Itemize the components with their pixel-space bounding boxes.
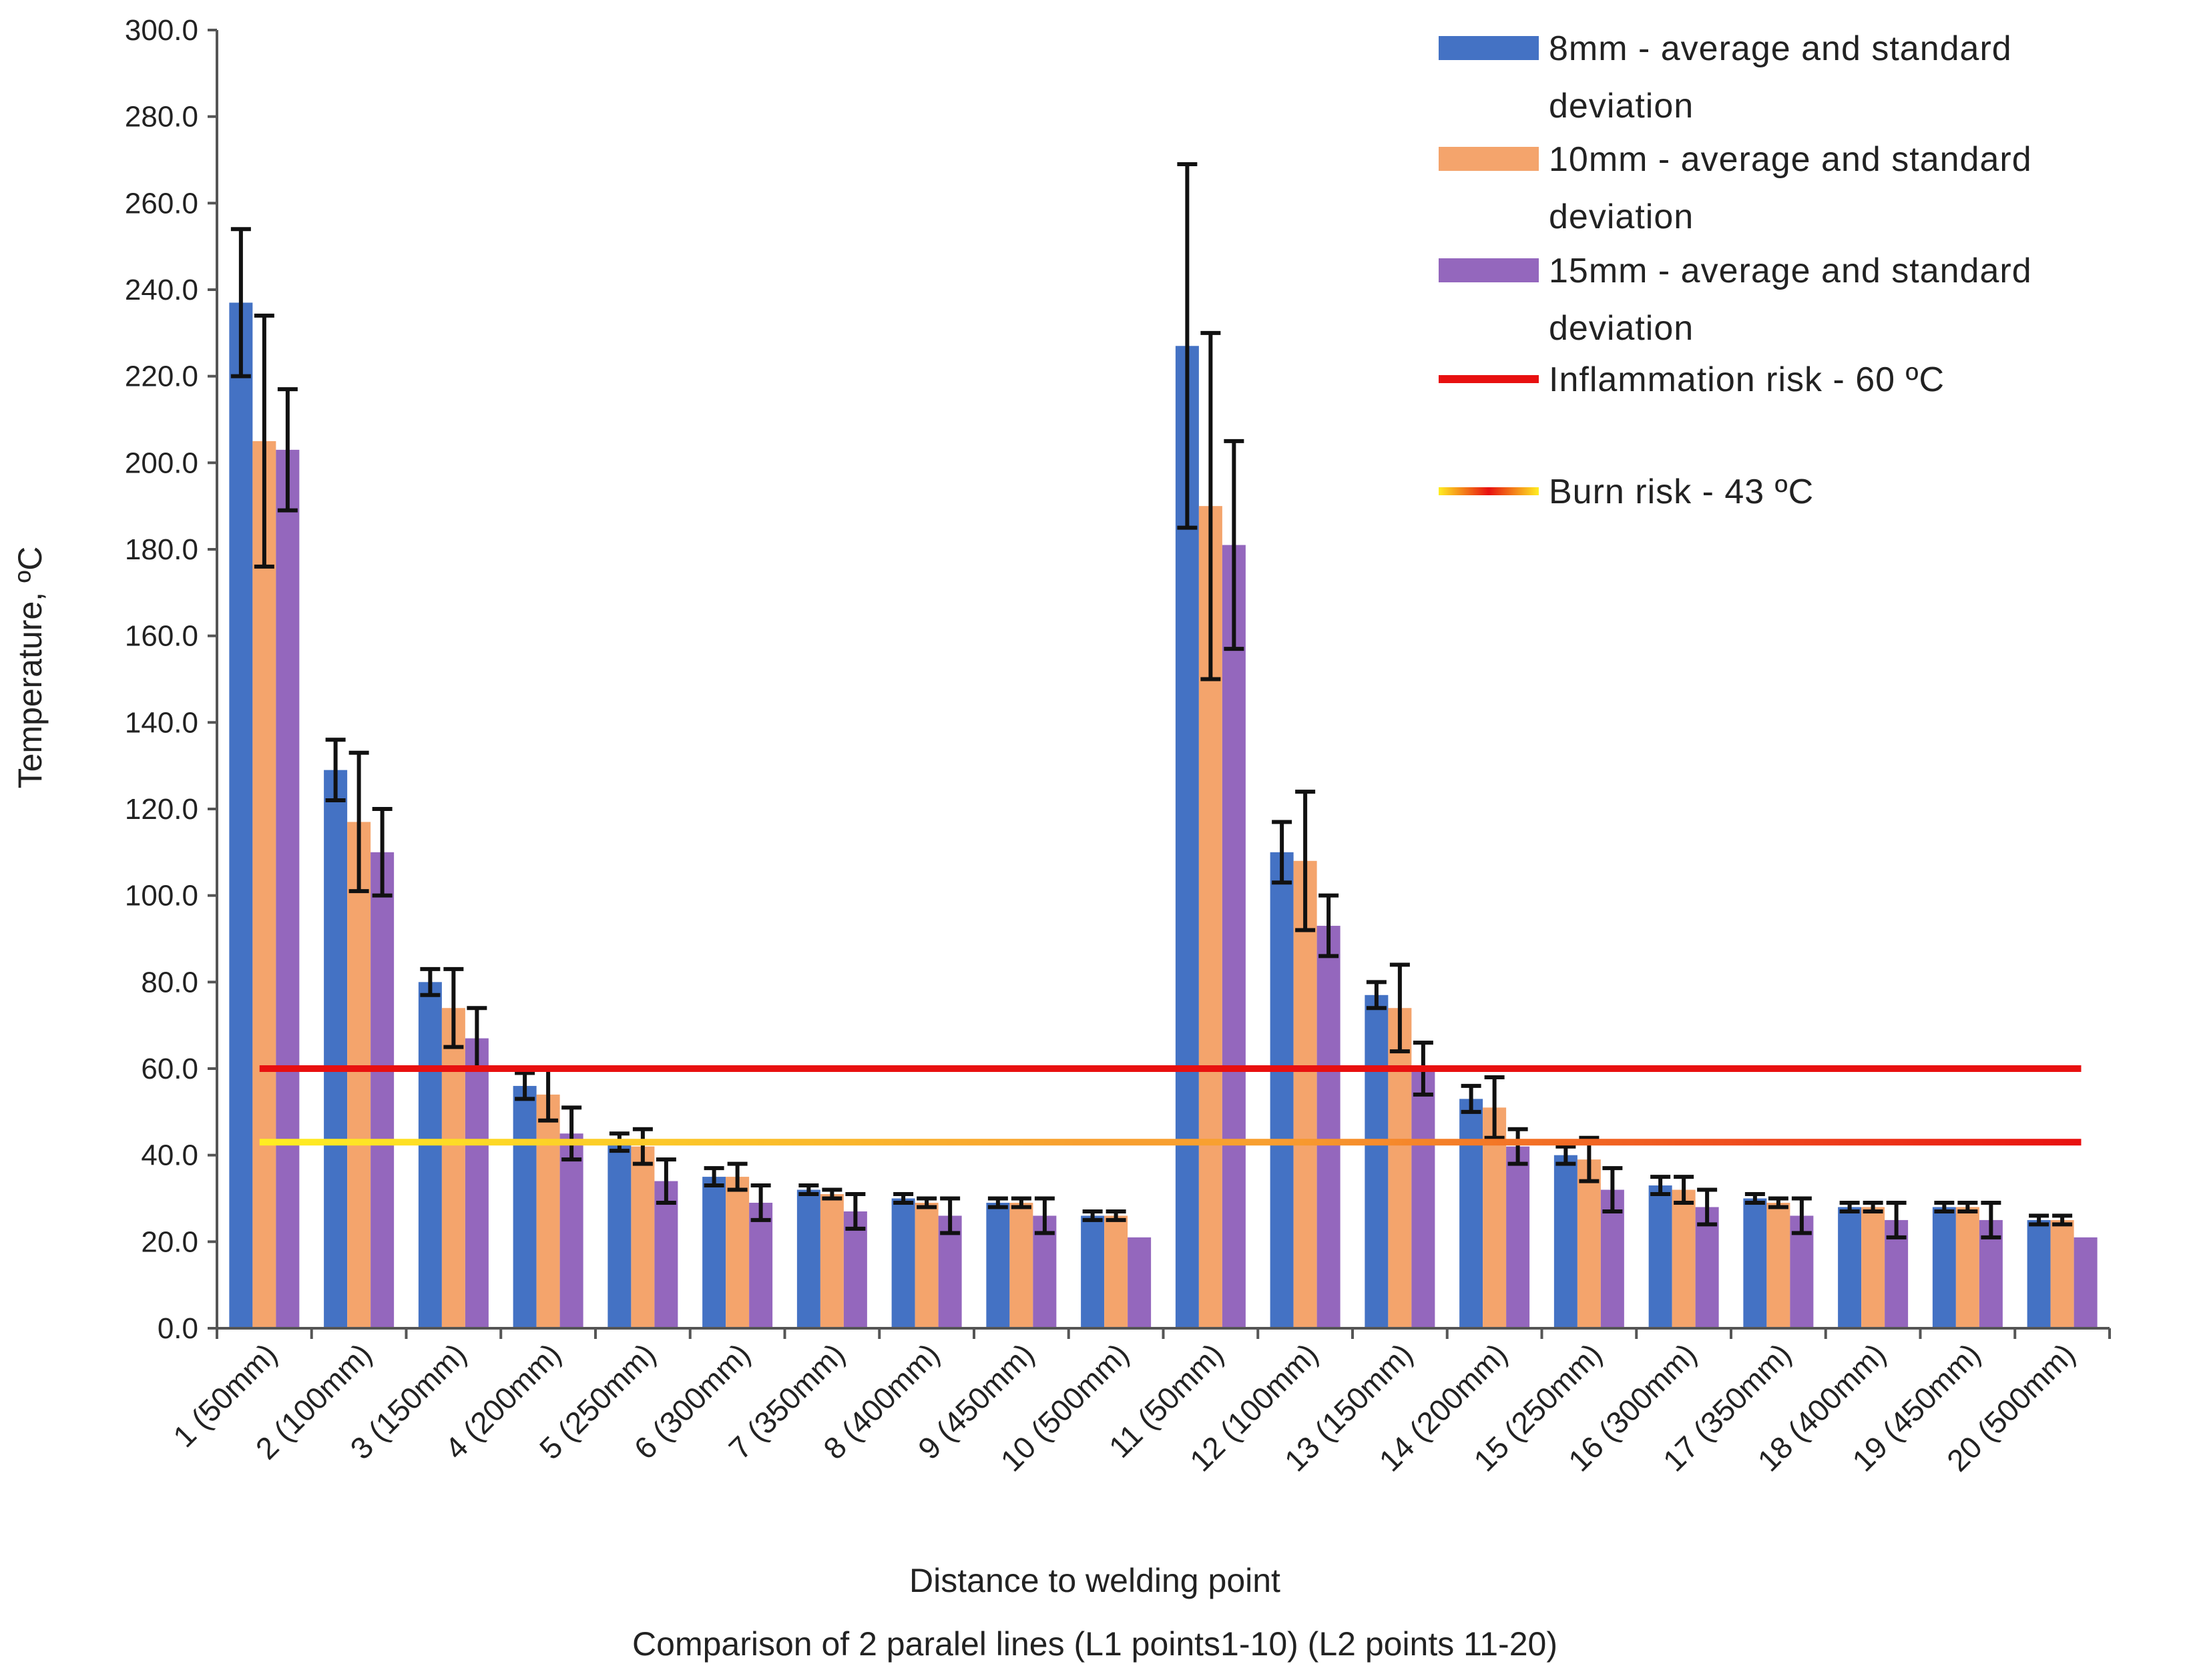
- bar: [252, 441, 276, 1328]
- bar: [1932, 1207, 1956, 1328]
- bar: [536, 1094, 560, 1328]
- bar: [371, 852, 395, 1328]
- legend-label: Burn risk - 43 ºC: [1549, 473, 1814, 511]
- y-tick-label: 240.0: [125, 274, 198, 306]
- bar: [1270, 852, 1294, 1328]
- bar: [749, 1202, 773, 1328]
- y-tick-label: 160.0: [125, 620, 198, 653]
- y-tick-label: 20.0: [141, 1225, 198, 1258]
- bar: [726, 1177, 750, 1328]
- legend-label: 8mm - average and standard: [1549, 29, 2012, 68]
- bar: [1838, 1207, 1862, 1328]
- burn-risk-line: [259, 1139, 2082, 1146]
- bar: [513, 1085, 537, 1328]
- bar: [1553, 1155, 1577, 1328]
- bar: [654, 1181, 678, 1328]
- bar: [1316, 926, 1341, 1328]
- bar: [347, 822, 371, 1328]
- x-axis-title: Distance to welding point: [909, 1562, 1280, 1599]
- bar: [796, 1189, 820, 1328]
- y-tick-label: 220.0: [125, 360, 198, 393]
- bar: [1648, 1185, 1672, 1328]
- bar: [2050, 1219, 2074, 1328]
- y-tick-label: 120.0: [125, 793, 198, 826]
- bar: [1222, 545, 1246, 1329]
- legend-label: deviation: [1549, 198, 1694, 236]
- legend: 8mm - average and standard deviation 10mm …: [1439, 29, 2032, 511]
- inflammation-risk-line: [259, 1065, 2082, 1072]
- bar: [229, 302, 253, 1329]
- bar: [1672, 1189, 1696, 1328]
- y-tick-label: 60.0: [141, 1053, 198, 1085]
- bar: [559, 1133, 583, 1328]
- y-axis-ticks: 0.0 20.0 40.0 60.0 80.0 100.0 120.0 140.0 160.0 1…: [125, 14, 217, 1345]
- x-axis-labels: 1 (50mm)2 (100mm)3 (150mm)4 (200mm)5 (25…: [166, 1328, 2111, 1478]
- y-tick-label: 80.0: [141, 966, 198, 999]
- bar: [1365, 995, 1389, 1328]
- bar: [986, 1202, 1010, 1328]
- legend-swatch: [1439, 375, 1539, 383]
- legend-label: 15mm - average and standard: [1549, 252, 2032, 290]
- y-tick-label: 280.0: [125, 101, 198, 133]
- axes: [216, 30, 2110, 1330]
- bar: [1861, 1207, 1885, 1328]
- bar: [608, 1142, 632, 1328]
- bar: [820, 1194, 844, 1328]
- legend-label: 10mm - average and standard: [1549, 140, 2032, 179]
- bar: [1459, 1099, 1483, 1328]
- error-bars: [230, 162, 2073, 1239]
- bar: [2074, 1237, 2098, 1328]
- bar: [1104, 1215, 1128, 1328]
- bar: [891, 1198, 915, 1328]
- y-tick-label: 100.0: [125, 880, 198, 912]
- legend-swatch: [1439, 36, 1539, 60]
- bar: [1743, 1198, 1767, 1328]
- bar: [1081, 1215, 1105, 1328]
- legend-swatch: [1439, 487, 1539, 495]
- reference-lines: [259, 1065, 2082, 1146]
- y-tick-label: 200.0: [125, 447, 198, 479]
- legend-swatch: [1439, 258, 1539, 282]
- bar: [441, 1008, 465, 1328]
- y-tick-label: 140.0: [125, 706, 198, 739]
- bar: [1411, 1069, 1435, 1328]
- bar: [1009, 1202, 1033, 1328]
- legend-label: deviation: [1549, 87, 1694, 125]
- bar: [1128, 1237, 1152, 1328]
- bar: [1695, 1207, 1719, 1328]
- bar: [1955, 1207, 1979, 1328]
- bar: [1388, 1008, 1412, 1328]
- legend-swatch: [1439, 147, 1539, 171]
- bar: [324, 770, 348, 1328]
- legend-label: Inflammation risk - 60 ºC: [1549, 360, 1945, 399]
- bar: [418, 982, 442, 1328]
- bars: [229, 302, 2098, 1329]
- y-tick-label: 300.0: [125, 14, 198, 47]
- y-tick-label: 180.0: [125, 533, 198, 566]
- y-tick-label: 40.0: [141, 1139, 198, 1172]
- y-tick-label: 260.0: [125, 187, 198, 220]
- bar: [1506, 1146, 1530, 1328]
- y-tick-label: 0.0: [158, 1312, 198, 1345]
- bar: [843, 1211, 867, 1328]
- bar: [915, 1202, 939, 1328]
- bar: [1577, 1159, 1601, 1328]
- legend-label: deviation: [1549, 309, 1694, 348]
- bar: [631, 1146, 655, 1328]
- bar: [2027, 1219, 2051, 1328]
- bar: [702, 1177, 726, 1328]
- bar: [276, 449, 300, 1329]
- bar: [465, 1038, 489, 1328]
- y-axis-title: Temperature, ºC: [11, 547, 49, 789]
- bar: [1766, 1202, 1790, 1328]
- x-axis-subtitle: Comparison of 2 paralel lines (L1 points…: [632, 1625, 1557, 1663]
- bar: [1293, 860, 1317, 1328]
